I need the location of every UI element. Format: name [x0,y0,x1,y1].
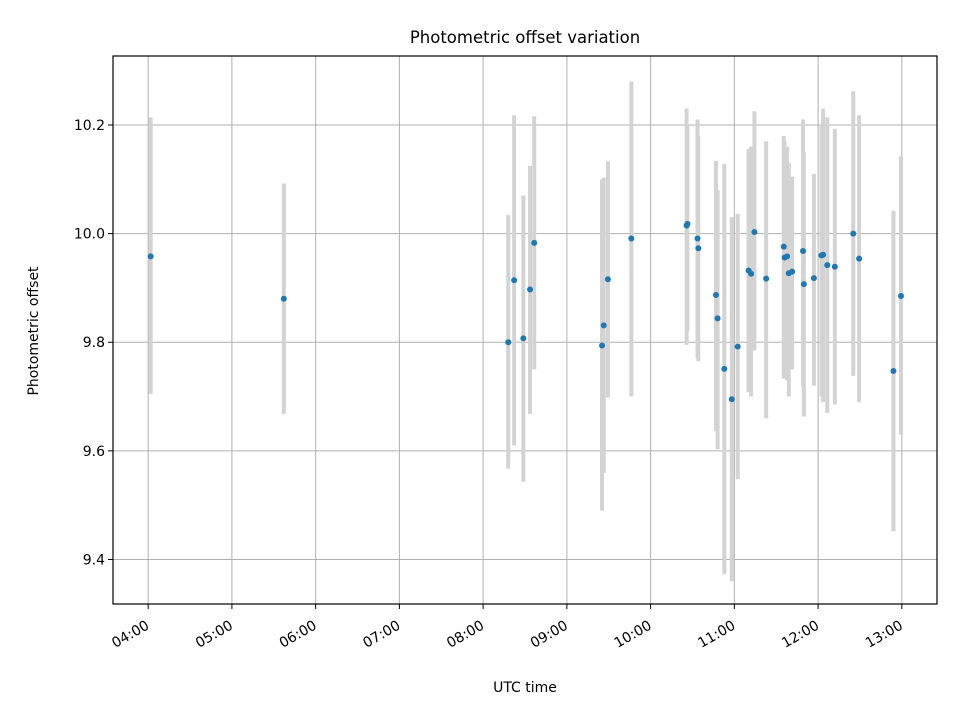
x-tick-label: 12:00 [779,618,822,652]
x-tick-label: 04:00 [109,618,152,652]
y-tick-label: 9.4 [83,552,105,568]
data-point [850,230,857,237]
x-tick-label: 13:00 [863,618,906,652]
data-point [604,276,611,283]
data-point [600,322,607,329]
data-point [820,251,827,258]
x-tick-label: 10:00 [612,618,655,652]
data-point [531,239,538,246]
data-point [684,220,691,227]
data-point [824,262,831,269]
data-point [751,228,758,235]
data-point [694,235,701,242]
x-tick-label: 08:00 [444,618,487,652]
y-tick-label: 9.8 [83,335,105,351]
x-tick-label: 07:00 [360,618,403,652]
data-point [856,255,863,262]
chart-title: Photometric offset variation [410,28,640,47]
data-point [721,365,728,372]
x-tick-label: 05:00 [193,618,236,652]
data-point [712,291,719,298]
data-point [789,268,796,275]
x-tick-label: 11:00 [695,618,738,652]
data-point [800,281,807,288]
y-axis-label: Photometric offset [26,266,42,396]
data-point [527,286,534,293]
data-points [147,220,904,403]
plot-frame [112,55,938,605]
x-axis-ticks: 04:00 05:00 06:00 07:00 08:00 09:00 10:00 11:00… [109,604,906,652]
data-point [763,275,770,282]
data-point [780,243,787,250]
y-tick-label: 9.6 [83,444,105,460]
x-axis-label: UTC time [493,680,557,696]
data-point [734,343,741,350]
data-point [280,295,287,302]
data-point [890,368,897,375]
data-point [831,263,838,270]
y-axis-ticks: 9.4 9.6 9.8 10.0 10.2 [74,118,113,568]
data-point [714,315,721,322]
data-point [800,247,807,254]
y-tick-label: 10.0 [74,227,105,243]
data-point [628,235,635,242]
data-point [695,245,702,252]
data-point [784,253,791,260]
data-point [748,270,755,277]
x-tick-label: 06:00 [277,618,320,652]
data-point [520,335,527,342]
x-tick-label: 09:00 [528,618,571,652]
data-point [147,253,154,260]
error-bars [148,81,903,582]
data-point [728,396,735,403]
data-point [511,277,518,284]
data-point [505,339,512,346]
data-point [599,342,606,349]
data-point [810,275,817,282]
data-point [897,293,904,300]
y-tick-label: 10.2 [74,118,105,134]
